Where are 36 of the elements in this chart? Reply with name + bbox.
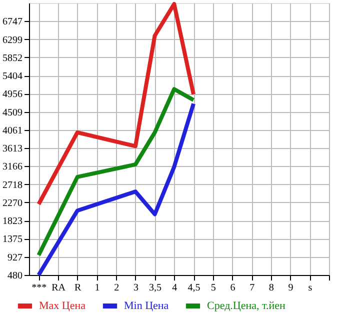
y-tick-label: 5404: [2, 71, 22, 82]
y-tick-label: 5852: [2, 52, 22, 64]
y-tick-label: 1823: [2, 216, 22, 228]
y-tick-label: 6747: [2, 16, 22, 28]
y-tick-label: 6299: [2, 34, 22, 46]
x-tick-label: 2: [114, 282, 120, 294]
x-tick-label: 8: [268, 282, 274, 294]
y-tick-label: 3166: [2, 162, 22, 173]
x-tick-label: 3,5: [149, 282, 162, 294]
x-tick-label: 1: [94, 282, 100, 294]
x-tick-label: 4: [172, 282, 178, 294]
x-tick-label: R: [74, 282, 82, 294]
line-series: [36, 2, 196, 206]
x-tick-label: 6: [230, 282, 236, 294]
x-tick-label: 7: [250, 282, 255, 294]
x-tick-label: RA: [52, 282, 66, 294]
legend-label: Max Цена: [39, 300, 86, 312]
line-series: [36, 87, 196, 258]
y-tick-label: 4509: [2, 107, 22, 118]
x-tick-label: s: [308, 282, 312, 294]
y-tick-label: 1375: [2, 234, 22, 246]
y-tick-label: 927: [8, 252, 22, 264]
y-tick-label: 3613: [2, 144, 22, 155]
y-tick-label: 480: [8, 270, 22, 282]
legend-label: Сред.Цена, т.йен: [207, 300, 286, 312]
y-tick-label: 4956: [2, 89, 22, 100]
x-tick-label: 5: [210, 282, 216, 294]
y-tick-label: 2270: [2, 198, 22, 209]
x-tick-label: 4,5: [188, 282, 200, 294]
line-series: [36, 102, 196, 277]
x-tick-label: ***: [32, 282, 47, 294]
x-tick-label: 3: [133, 282, 138, 294]
x-tick-label: 9: [288, 282, 294, 294]
legend-label: Min Цена: [124, 300, 169, 312]
y-tick-label: 4061: [2, 125, 22, 136]
y-tick-label: 2718: [2, 180, 22, 191]
